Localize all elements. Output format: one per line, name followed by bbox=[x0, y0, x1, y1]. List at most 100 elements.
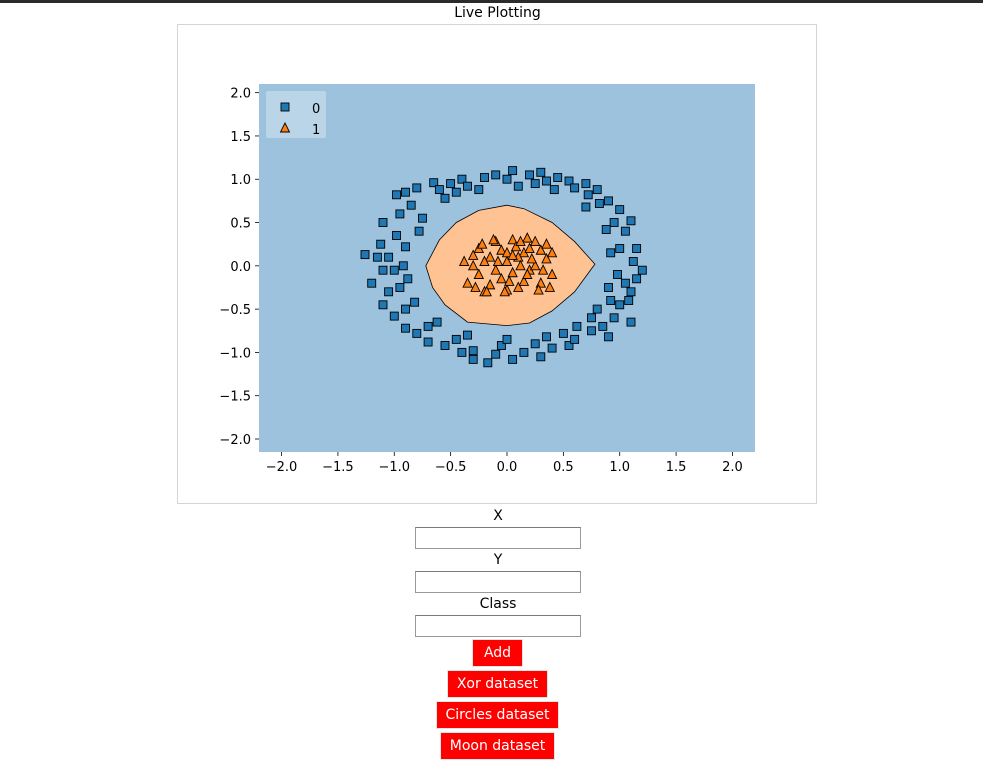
data-point-class-0 bbox=[378, 265, 388, 275]
data-point-class-0 bbox=[549, 185, 559, 195]
data-point-class-1 bbox=[467, 249, 479, 260]
data-point-class-0 bbox=[502, 174, 512, 184]
data-point-class-0 bbox=[496, 341, 506, 350]
y-tick-label: −2.0 bbox=[219, 433, 251, 448]
data-point-class-1 bbox=[529, 235, 541, 247]
data-point-class-1 bbox=[515, 259, 526, 271]
data-point-class-0 bbox=[429, 178, 439, 188]
x-input[interactable] bbox=[415, 527, 581, 549]
data-point-class-1 bbox=[492, 255, 504, 266]
data-point-class-0 bbox=[592, 304, 602, 314]
x-tick-label: −1.5 bbox=[322, 460, 354, 475]
data-point-class-0 bbox=[525, 170, 534, 180]
data-point-class-0 bbox=[604, 196, 613, 206]
data-point-class-1 bbox=[522, 232, 533, 243]
data-point-class-1 bbox=[526, 252, 538, 264]
x-tick-label: −1.0 bbox=[378, 460, 410, 475]
data-point-class-0 bbox=[378, 218, 388, 227]
data-point-class-0 bbox=[418, 213, 427, 223]
data-point-class-0 bbox=[606, 248, 616, 258]
data-point-class-0 bbox=[432, 317, 442, 327]
data-point-class-0 bbox=[401, 323, 410, 333]
moon-dataset-button[interactable]: Moon dataset bbox=[440, 732, 555, 760]
data-point-class-1 bbox=[507, 233, 518, 245]
data-point-class-1 bbox=[499, 285, 510, 297]
add-button[interactable]: Add bbox=[472, 639, 523, 667]
data-point-class-0 bbox=[434, 185, 444, 195]
data-point-class-0 bbox=[587, 313, 596, 323]
circles-dataset-button[interactable]: Circles dataset bbox=[436, 701, 559, 729]
data-point-class-1 bbox=[533, 284, 544, 295]
data-point-class-0 bbox=[604, 283, 613, 292]
data-point-class-1 bbox=[481, 285, 492, 297]
class-label: Class bbox=[479, 596, 517, 612]
data-point-class-0 bbox=[570, 334, 580, 344]
data-point-class-0 bbox=[558, 328, 568, 338]
legend-label-0: 0 bbox=[312, 102, 320, 117]
data-point-class-0 bbox=[587, 326, 596, 336]
legend-label-1: 1 bbox=[312, 123, 320, 138]
data-point-class-0 bbox=[615, 244, 625, 253]
data-point-class-0 bbox=[620, 226, 630, 236]
data-point-class-0 bbox=[508, 354, 518, 364]
data-point-class-0 bbox=[626, 317, 636, 327]
data-point-class-0 bbox=[378, 300, 388, 310]
data-point-class-0 bbox=[395, 283, 405, 292]
data-point-class-1 bbox=[546, 268, 558, 279]
y-label: Y bbox=[493, 552, 503, 568]
data-point-class-0 bbox=[530, 339, 540, 349]
data-point-class-0 bbox=[412, 328, 422, 338]
data-point-class-0 bbox=[376, 239, 386, 249]
data-point-class-0 bbox=[463, 330, 472, 340]
x-label: X bbox=[493, 508, 503, 524]
data-point-class-0 bbox=[637, 265, 647, 275]
x-tick-label: −2.0 bbox=[266, 460, 298, 475]
data-point-class-0 bbox=[553, 173, 563, 182]
data-point-class-1 bbox=[504, 275, 515, 286]
data-point-class-1 bbox=[490, 264, 501, 275]
data-point-class-0 bbox=[398, 261, 408, 271]
data-point-class-0 bbox=[423, 337, 433, 347]
data-point-class-0 bbox=[463, 181, 472, 191]
data-point-class-0 bbox=[615, 300, 625, 310]
data-point-class-0 bbox=[440, 193, 450, 203]
data-point-class-0 bbox=[392, 190, 401, 200]
x-tick-label: 0.5 bbox=[553, 460, 574, 475]
data-point-class-0 bbox=[547, 343, 557, 353]
x-tick-label: −0.5 bbox=[435, 460, 467, 475]
data-point-class-1 bbox=[470, 281, 481, 292]
data-point-class-1 bbox=[501, 246, 513, 258]
x-tick-label: 2.0 bbox=[722, 460, 743, 475]
data-point-class-0 bbox=[530, 179, 540, 189]
data-point-class-0 bbox=[468, 346, 478, 356]
legend-marker-0 bbox=[280, 102, 290, 112]
data-point-class-1 bbox=[529, 259, 541, 271]
data-point-class-0 bbox=[513, 181, 523, 191]
class-input[interactable] bbox=[415, 615, 581, 637]
data-point-class-1 bbox=[507, 249, 518, 260]
data-point-class-1 bbox=[513, 281, 524, 292]
data-point-class-0 bbox=[594, 199, 604, 208]
y-input[interactable] bbox=[415, 571, 581, 593]
data-point-class-0 bbox=[384, 252, 394, 262]
data-point-class-1 bbox=[496, 272, 507, 284]
data-point-class-0 bbox=[536, 352, 546, 362]
y-tick-label: −0.5 bbox=[219, 303, 251, 318]
data-point-class-0 bbox=[502, 334, 512, 344]
data-point-class-0 bbox=[440, 341, 450, 350]
data-point-class-1 bbox=[484, 278, 496, 290]
data-point-class-0 bbox=[468, 354, 478, 364]
x-tick-label: 1.5 bbox=[666, 460, 687, 475]
y-tick-label: −1.0 bbox=[219, 346, 251, 361]
xor-dataset-button[interactable]: Xor dataset bbox=[447, 670, 548, 698]
data-point-class-0 bbox=[406, 200, 416, 210]
data-point-class-0 bbox=[519, 347, 529, 357]
data-point-class-0 bbox=[598, 321, 608, 331]
data-point-class-0 bbox=[613, 270, 622, 279]
data-point-class-1 bbox=[537, 264, 549, 275]
data-point-class-0 bbox=[451, 187, 461, 197]
data-point-class-1 bbox=[522, 268, 533, 279]
data-point-class-0 bbox=[389, 311, 399, 321]
data-point-class-0 bbox=[542, 176, 551, 186]
data-point-class-1 bbox=[462, 277, 473, 288]
